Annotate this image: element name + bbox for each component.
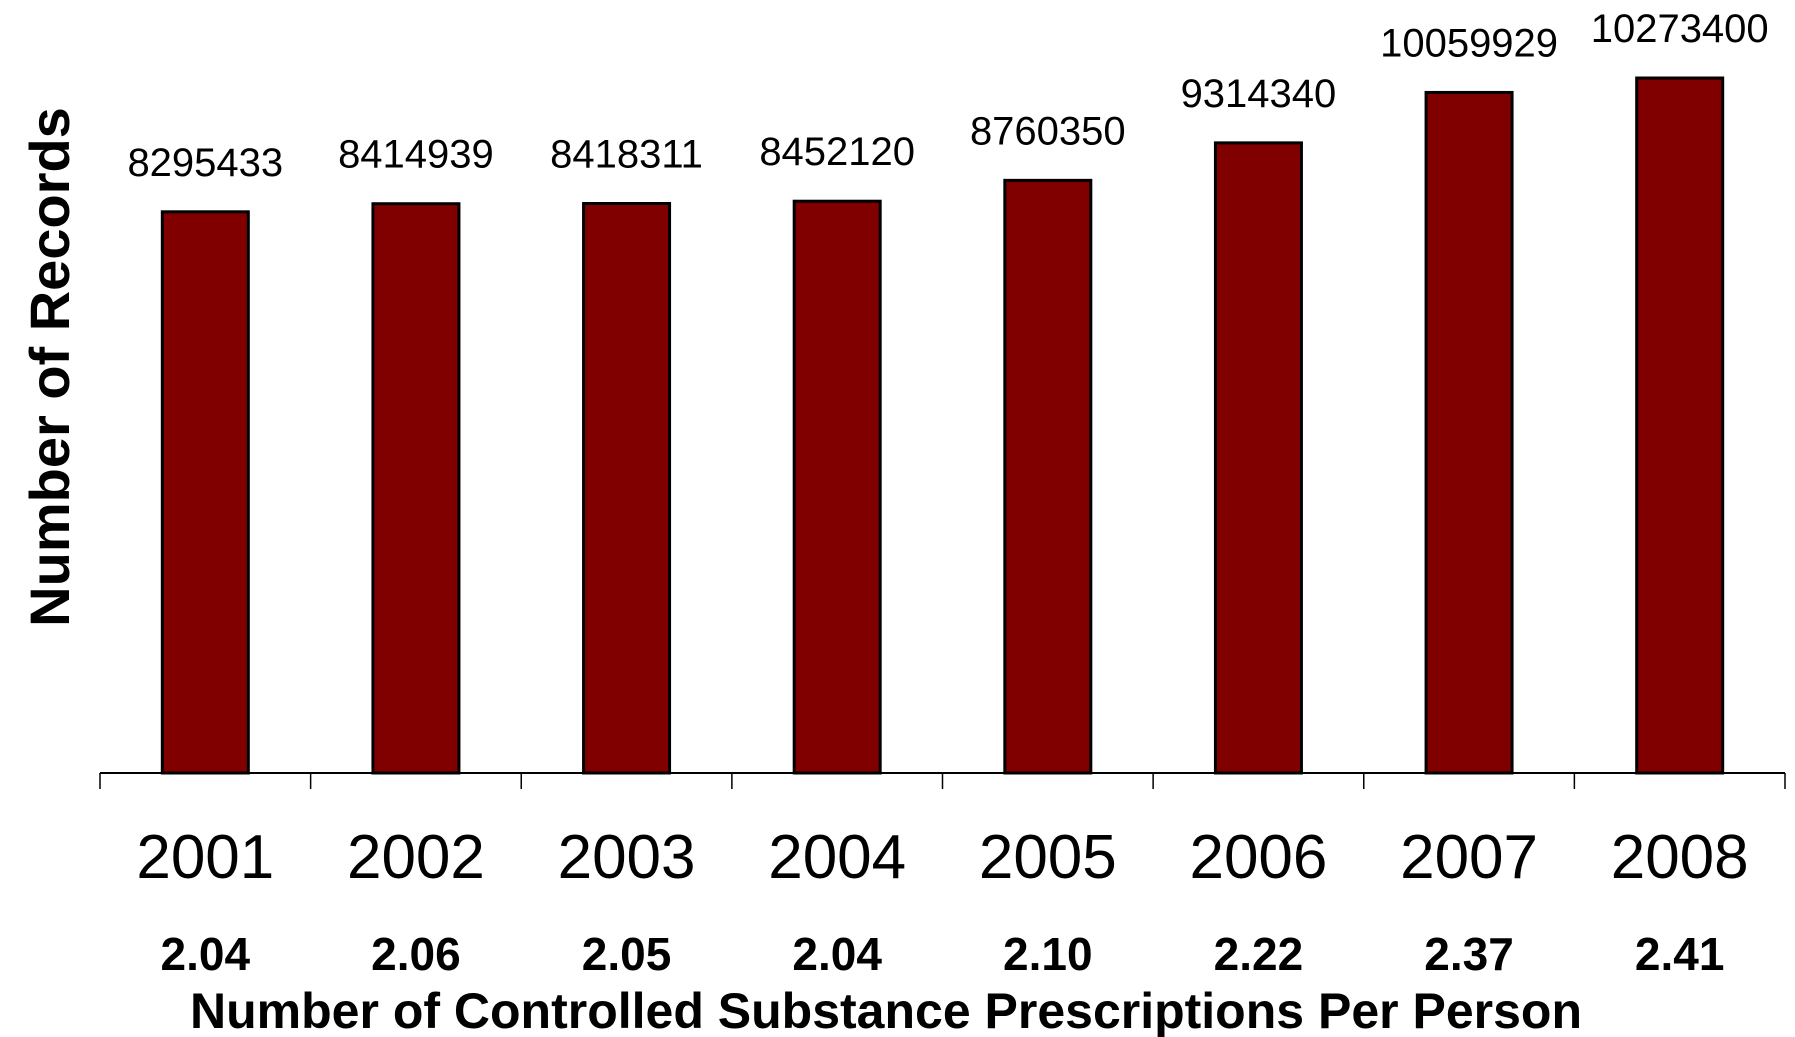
category-label: 2001 bbox=[136, 823, 274, 892]
category-label: 2006 bbox=[1189, 823, 1327, 892]
bar-2007 bbox=[1424, 90, 1514, 775]
prescriptions-per-person-label: 2.04 bbox=[161, 928, 251, 980]
value-label: 10273400 bbox=[1591, 7, 1769, 51]
value-label: 9314340 bbox=[1181, 72, 1337, 116]
prescriptions-per-person-label: 2.04 bbox=[792, 928, 882, 980]
value-label: 8418311 bbox=[550, 132, 703, 176]
bar-2006 bbox=[1213, 141, 1303, 775]
prescriptions-per-person-label: 2.41 bbox=[1635, 928, 1725, 980]
bar-2005 bbox=[1003, 178, 1093, 775]
prescriptions-per-person-label: 2.10 bbox=[1003, 928, 1093, 980]
category-label: 2007 bbox=[1400, 823, 1538, 892]
x-axis-ticks bbox=[99, 773, 1786, 789]
bar-2001 bbox=[160, 210, 250, 775]
category-label: 2002 bbox=[347, 823, 485, 892]
bar-2002 bbox=[371, 202, 461, 775]
category-label: 2008 bbox=[1611, 823, 1749, 892]
value-label: 8452120 bbox=[759, 130, 915, 174]
value-labels-group: 8295433 8414939 8418311 8452120 8760350 93143… bbox=[127, 7, 1768, 185]
category-labels-group: 2001 2002 2003 2004 2005 2006 2007 2008 bbox=[136, 823, 1748, 892]
y-axis-title: Number of Records bbox=[18, 107, 81, 627]
prescriptions-per-person-label: 2.05 bbox=[582, 928, 672, 980]
bar-2004 bbox=[792, 199, 882, 775]
bars-group bbox=[160, 76, 1725, 775]
category-label: 2005 bbox=[979, 823, 1117, 892]
secondary-labels-group: 2.04 2.06 2.05 2.04 2.10 2.22 2.37 2.41 bbox=[161, 928, 1725, 980]
category-label: 2004 bbox=[768, 823, 906, 892]
category-label: 2003 bbox=[558, 823, 696, 892]
bar-2003 bbox=[582, 201, 672, 775]
value-label: 10059929 bbox=[1380, 21, 1558, 65]
prescriptions-per-person-label: 2.06 bbox=[371, 928, 461, 980]
prescriptions-per-person-label: 2.37 bbox=[1424, 928, 1514, 980]
value-label: 8414939 bbox=[338, 133, 494, 177]
prescriptions-per-person-label: 2.22 bbox=[1214, 928, 1304, 980]
value-label: 8295433 bbox=[127, 141, 283, 185]
bar-2008 bbox=[1635, 76, 1725, 775]
value-label: 8760350 bbox=[970, 109, 1126, 153]
x-axis-title: Number of Controlled Substance Prescript… bbox=[190, 983, 1582, 1037]
